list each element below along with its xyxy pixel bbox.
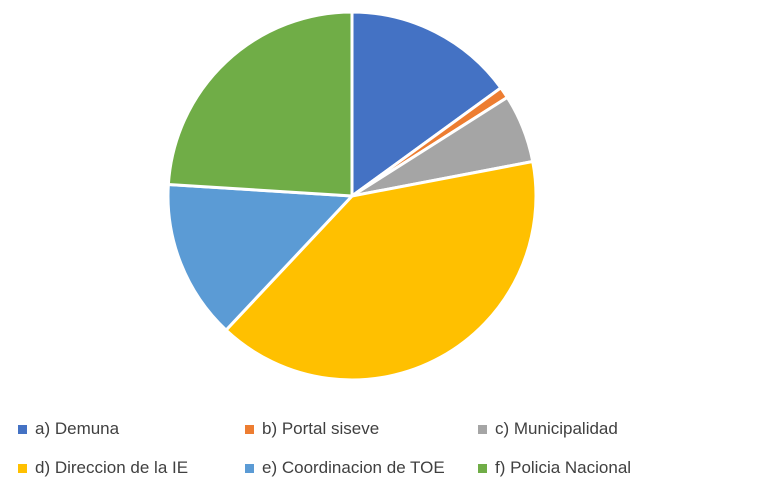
- pie-slice-policia-nacional: [166, 10, 354, 198]
- legend-label-policia-nacional: f) Policia Nacional: [495, 458, 632, 477]
- pie-slice-direccion-ie: [224, 160, 538, 382]
- legend-item-policia-nacional: f) Policia Nacional: [478, 456, 631, 480]
- legend-label-municipalidad: c) Municipalidad: [495, 419, 618, 438]
- legend-swatch-direccion-ie: [18, 463, 27, 473]
- legend-item-municipalidad: c) Municipalidad: [478, 417, 618, 441]
- pie-slice-coordinacion-toe: [166, 182, 354, 332]
- legend-item-direccion-ie: d) Direccion de la IE: [18, 456, 188, 480]
- legend-swatch-demuna: [18, 424, 27, 434]
- legend-label-direccion-ie: d) Direccion de la IE: [35, 458, 189, 477]
- legend-item-coordinacion-toe: e) Coordinacion de TOE: [245, 456, 445, 480]
- legend-label-coordinacion-toe: e) Coordinacion de TOE: [262, 458, 445, 477]
- legend-label-demuna: a) Demuna: [35, 419, 120, 438]
- legend-item-demuna: a) Demuna: [18, 417, 119, 441]
- legend-label-portal-siseve: b) Portal siseve: [262, 419, 380, 438]
- pie-slice-demuna: [350, 10, 503, 198]
- legend-item-portal-siseve: b) Portal siseve: [245, 417, 379, 441]
- legend-swatch-portal-siseve: [245, 424, 254, 434]
- legend-swatch-municipalidad: [478, 424, 487, 434]
- legend-swatch-coordinacion-toe: [245, 463, 254, 473]
- legend-swatch-policia-nacional: [478, 463, 487, 473]
